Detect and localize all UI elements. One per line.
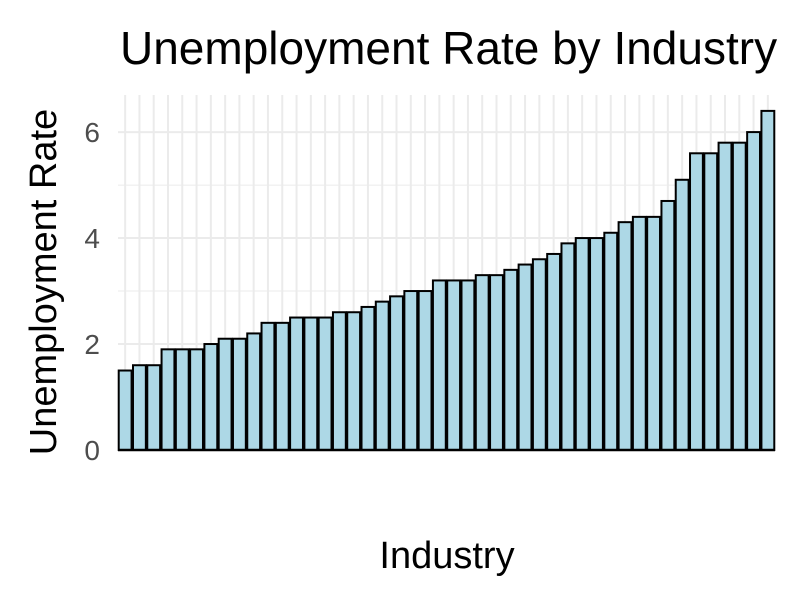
- y-axis-title: Unemployment Rate: [23, 109, 65, 455]
- bar: [560, 242, 576, 451]
- bar: [160, 348, 176, 452]
- bar: [446, 279, 462, 451]
- bar: [674, 178, 690, 451]
- bar: [689, 152, 704, 452]
- bar: [703, 152, 719, 452]
- bar: [417, 290, 433, 451]
- bar: [660, 199, 676, 451]
- y-tick-label: 2: [84, 329, 100, 360]
- bar: [117, 369, 133, 452]
- bar: [131, 364, 147, 451]
- bar: [517, 263, 533, 451]
- bar: [360, 305, 376, 452]
- y-tick-label: 0: [84, 435, 100, 466]
- y-tick-label: 6: [84, 117, 100, 148]
- bar: [189, 348, 204, 452]
- bar: [646, 215, 662, 451]
- y-tick-labels: 0 2 4 6: [84, 117, 100, 466]
- bar: [274, 321, 290, 451]
- bar: [431, 279, 447, 451]
- bar: [603, 231, 619, 451]
- bar: [531, 258, 547, 451]
- bars-group: [117, 109, 776, 452]
- bar: [746, 131, 762, 452]
- bar: [346, 311, 362, 451]
- bar: [217, 337, 233, 452]
- bar: [303, 316, 319, 452]
- chart-title: Unemployment Rate by Industry: [120, 22, 777, 74]
- bar: [174, 348, 190, 452]
- bar: [231, 337, 247, 452]
- bar: [331, 311, 347, 451]
- bar: [474, 274, 490, 452]
- bar: [146, 364, 162, 451]
- bar: [460, 279, 476, 451]
- bar: [631, 215, 647, 451]
- bar: [731, 141, 747, 452]
- bar: [374, 300, 390, 451]
- y-tick-label: 4: [84, 223, 100, 254]
- bar: [503, 268, 519, 451]
- bar: [760, 109, 776, 452]
- bar: [203, 343, 219, 451]
- bar: [617, 221, 633, 451]
- bar: [246, 332, 262, 451]
- bar: [589, 237, 604, 451]
- bar: [289, 316, 304, 452]
- bar: [317, 316, 333, 452]
- x-axis-title: Industry: [379, 535, 514, 577]
- bar: [546, 252, 562, 451]
- bar: [717, 141, 733, 452]
- bar: [403, 290, 419, 451]
- bar: [489, 274, 504, 452]
- bar: [260, 321, 276, 451]
- bar: [574, 237, 590, 451]
- bar: [389, 295, 404, 452]
